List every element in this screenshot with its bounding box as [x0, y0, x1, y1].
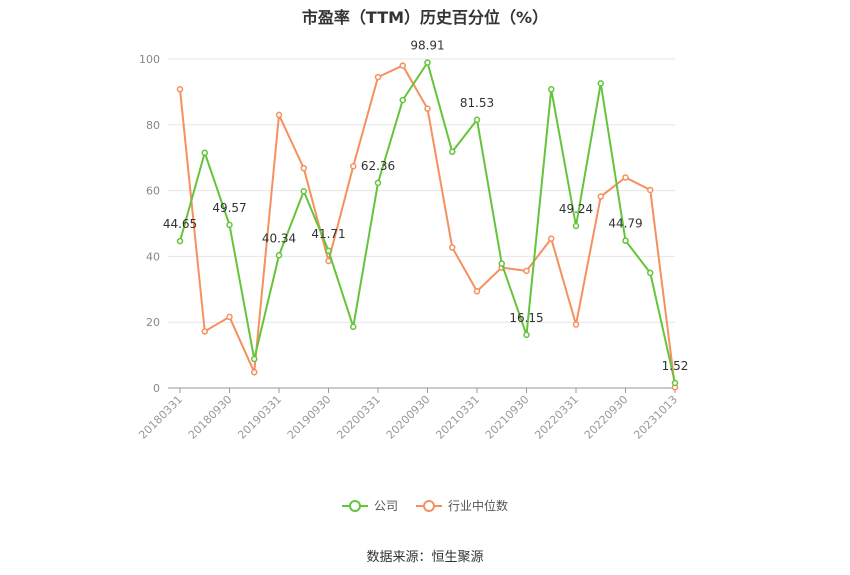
- data-point[interactable]: [251, 368, 258, 376]
- x-tick-label: 20231013: [631, 393, 680, 442]
- data-point[interactable]: [671, 379, 679, 387]
- data-point[interactable]: [176, 237, 184, 245]
- y-tick-label: 100: [139, 53, 160, 66]
- data-point[interactable]: [473, 288, 481, 295]
- data-label: 62.36: [361, 159, 395, 173]
- data-point[interactable]: [548, 86, 555, 93]
- y-tick-label: 20: [146, 316, 160, 329]
- x-tick-label: 20190331: [235, 393, 284, 442]
- data-label: 49.24: [559, 202, 593, 216]
- data-point[interactable]: [300, 188, 307, 195]
- legend-industry-label: 行业中位数: [448, 499, 509, 513]
- x-tick-label: 20210331: [433, 393, 482, 442]
- y-tick-label: 40: [146, 250, 160, 263]
- data-point[interactable]: [176, 86, 184, 93]
- data-point[interactable]: [275, 252, 283, 259]
- x-tick-label: 20190930: [285, 393, 334, 442]
- data-label: 44.79: [608, 217, 642, 231]
- legend-company-label: 公司: [373, 499, 398, 513]
- legend-item-industry-median[interactable]: 行业中位数: [416, 497, 508, 514]
- data-point[interactable]: [449, 148, 456, 156]
- data-label: 40.34: [262, 231, 296, 245]
- data-point[interactable]: [548, 235, 555, 242]
- data-point[interactable]: [350, 163, 357, 170]
- data-labels: 44.65 49.57 40.34 41.71 62.36 98.91 81.53 16.15…: [163, 39, 689, 373]
- x-tick-label: 20200930: [384, 393, 433, 442]
- series-line-1: [179, 64, 676, 388]
- data-label: 49.57: [212, 201, 246, 215]
- series-lines: [176, 59, 679, 391]
- data-point[interactable]: [597, 80, 604, 87]
- y-tick-label: 80: [146, 119, 160, 132]
- legend-industry-swatch: [416, 499, 442, 512]
- data-label: 1.52: [662, 359, 689, 373]
- data-point[interactable]: [399, 62, 406, 69]
- legend: 公司 行业中位数: [0, 497, 850, 514]
- data-point[interactable]: [201, 328, 208, 335]
- x-tick-label: 20180331: [136, 393, 185, 442]
- data-source: 数据来源：恒生聚源: [366, 550, 484, 565]
- data-point[interactable]: [597, 193, 604, 200]
- legend-item-company[interactable]: 公司: [341, 497, 398, 514]
- data-point[interactable]: [622, 237, 629, 244]
- legend-company-swatch: [341, 499, 368, 512]
- axes: 0 20 40 60 80 100 20180331 20180930 20190331 2019…: [136, 53, 680, 442]
- data-point[interactable]: [226, 221, 233, 229]
- x-tick-label: 20200331: [334, 393, 383, 442]
- data-label: 41.71: [311, 227, 345, 241]
- data-point[interactable]: [399, 96, 406, 104]
- data-point[interactable]: [201, 149, 208, 157]
- x-tick-label: 20210930: [483, 393, 532, 442]
- data-point[interactable]: [647, 186, 654, 194]
- data-point[interactable]: [498, 260, 505, 267]
- data-label: 16.15: [509, 311, 543, 325]
- data-point[interactable]: [226, 313, 233, 321]
- data-point[interactable]: [251, 355, 258, 363]
- data-point[interactable]: [572, 222, 580, 230]
- data-label: 98.91: [410, 39, 444, 53]
- x-tick-label: 20180930: [186, 393, 235, 442]
- data-point[interactable]: [300, 164, 307, 172]
- data-point[interactable]: [523, 267, 530, 275]
- data-point[interactable]: [374, 73, 382, 81]
- data-point[interactable]: [647, 269, 654, 277]
- chart-title: 市盈率（TTM）历史百分位（%）: [301, 8, 549, 27]
- data-point[interactable]: [325, 247, 332, 255]
- y-tick-label: 0: [153, 382, 160, 395]
- data-point[interactable]: [622, 174, 629, 181]
- data-label: 81.53: [460, 96, 494, 110]
- grid-lines: [168, 58, 675, 323]
- x-tick-label: 20220331: [532, 393, 581, 442]
- data-label: 44.65: [163, 217, 197, 231]
- data-point[interactable]: [523, 331, 530, 339]
- y-tick-label: 60: [146, 185, 160, 198]
- data-point[interactable]: [275, 111, 283, 119]
- data-point[interactable]: [424, 59, 431, 66]
- data-point[interactable]: [449, 244, 456, 251]
- data-point[interactable]: [424, 105, 431, 112]
- data-point[interactable]: [374, 179, 382, 187]
- data-point[interactable]: [350, 323, 357, 331]
- data-point[interactable]: [572, 321, 580, 328]
- x-tick-label: 20220930: [582, 393, 631, 442]
- data-point[interactable]: [473, 116, 481, 124]
